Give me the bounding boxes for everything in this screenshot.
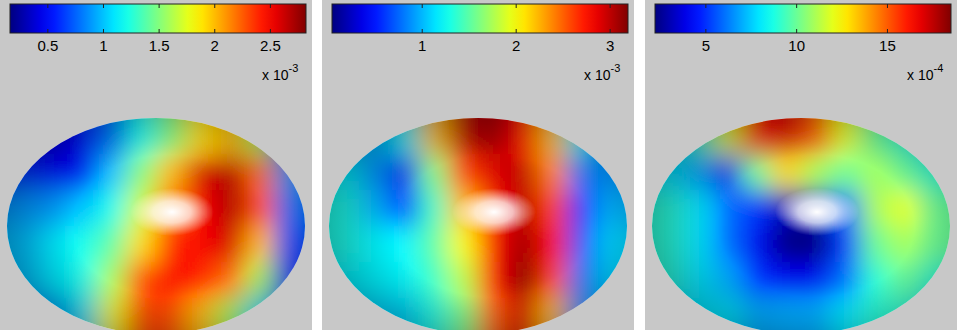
multiplier-base: x 10 [907,67,934,83]
multiplier-exponent: -3 [288,62,298,74]
heat-cell [920,88,957,155]
colorbar-tick [214,4,215,8]
colorbar-tick [270,4,271,8]
colorbar-tick-label: 2 [211,37,219,54]
multiplier-exponent: -3 [610,62,620,74]
colorbar-tick [516,29,517,33]
multiplier-base: x 10 [262,67,289,83]
colorbar-tick-label: 3 [606,37,614,54]
colorbar-tick [887,29,888,33]
heat-cell [299,88,359,155]
colorbar-tick [47,29,48,33]
colorbar-tick [159,4,160,8]
specular-highlight [775,188,859,236]
heat-cell [622,298,682,330]
colorbar-tick [214,29,215,33]
shading [652,118,950,330]
colorbar-tick-label: 0.5 [37,37,58,54]
heat-cell [0,298,37,330]
colorbar-tick [705,29,706,33]
multiplier-exponent: -4 [933,62,943,74]
panel: 5 10 15 x 10-4 [622,0,957,330]
colorbar-multiplier: x 10-4 [907,62,943,83]
colorbar-tick-label: 1 [99,37,107,54]
surface-cells [0,88,336,330]
colorbar-tick-label: 1.5 [149,37,170,54]
colorbar [332,4,628,33]
colorbar-multiplier: x 10-3 [262,62,298,83]
figure: 0.511.522.5x 10-3123x 10-351015x 10-4 [0,0,957,330]
colorbar-tick [796,4,797,8]
colorbar-tick [103,29,104,33]
colorbar-tick [610,4,611,8]
surface [622,88,957,330]
heat-cell [622,88,682,155]
colorbar-tick [705,4,706,8]
colorbar-tick-label: 15 [879,37,896,54]
colorbar-tick [516,4,517,8]
colorbar-tick [796,29,797,33]
colorbar [655,4,951,33]
colorbar-tick [422,29,423,33]
surface [299,88,658,330]
multiplier-base: x 10 [584,67,611,83]
colorbar-tick-label: 1 [418,37,426,54]
colorbar-tick [47,4,48,8]
surface-cells [299,88,658,330]
surface-cells [622,88,957,330]
colorbar-tick-label: 2.5 [260,37,281,54]
heat-cell [299,298,359,330]
colorbar-tick [610,29,611,33]
colorbar-tick [887,4,888,8]
panel: 0.5 1 1.5 2 2.5 x 10-3 [0,0,336,330]
colorbar-tick [270,29,271,33]
specular-highlight [130,188,214,236]
heat-cell [0,88,37,155]
colorbar-tick-label: 2 [512,37,520,54]
colorbar-tick-label: 10 [788,37,805,54]
specular-highlight [452,188,536,236]
colorbar-tick [159,29,160,33]
surface [0,88,336,330]
heat-cell [920,298,957,330]
colorbar-tick-label: 5 [702,37,710,54]
colorbar-tick [422,4,423,8]
shading [329,118,627,330]
colorbar-tick [103,4,104,8]
colorbar [10,4,306,33]
colorbar-multiplier: x 10-3 [584,62,620,83]
shading [7,118,305,330]
panel: 1 2 3 x 10-3 [299,0,658,330]
